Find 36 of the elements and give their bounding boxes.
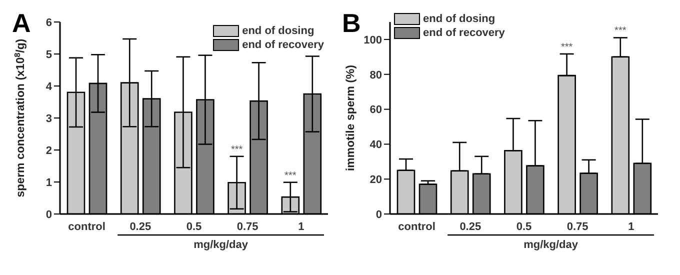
legend-label: end of recovery xyxy=(242,38,324,52)
y-tick-label: 1 xyxy=(46,176,52,189)
x-tick-label: 0.25 xyxy=(130,220,152,233)
x-tick-label: 0.5 xyxy=(516,220,532,233)
legend-label: end of recovery xyxy=(423,26,505,40)
y-tick-label: 0 xyxy=(46,208,52,221)
x-tick-label: control xyxy=(68,220,106,233)
x-tick-label: 1 xyxy=(628,220,634,233)
y-tick-label: 100 xyxy=(364,34,382,46)
x-axis-title: mg/kg/day xyxy=(194,239,249,251)
y-tick-label: 4 xyxy=(46,80,53,93)
annotation: *** xyxy=(230,144,243,156)
x-tick-label: 0.75 xyxy=(566,220,588,233)
y-tick-label: 5 xyxy=(46,48,52,61)
x-tick-label: control xyxy=(398,220,436,233)
x-tick-label: 0.25 xyxy=(460,220,482,233)
annotation: *** xyxy=(284,170,296,182)
chart-title: A xyxy=(12,8,31,38)
x-tick-label: 0.5 xyxy=(186,220,202,233)
x-tick-label: 1 xyxy=(298,220,304,233)
x-axis-title: mg/kg/day xyxy=(524,239,579,251)
annotation: *** xyxy=(560,42,573,53)
x-tick-label: 0.75 xyxy=(236,220,258,233)
annotation: *** xyxy=(614,26,626,37)
y-axis-title: immotile sperm (%) xyxy=(345,64,357,172)
y-tick-label: 40 xyxy=(370,139,382,152)
y-tick-label: 6 xyxy=(46,16,52,29)
y-tick-label: 3 xyxy=(46,112,52,125)
y-tick-label: 0 xyxy=(376,208,382,221)
legend-label: end of dosing xyxy=(242,24,314,38)
y-tick-label: 20 xyxy=(370,174,382,186)
y-tick-label: 2 xyxy=(46,144,52,157)
legend-label: end of dosing xyxy=(423,12,496,26)
y-tick-label: 60 xyxy=(370,104,382,116)
chart-title: B xyxy=(342,8,361,38)
y-tick-label: 80 xyxy=(370,69,382,82)
